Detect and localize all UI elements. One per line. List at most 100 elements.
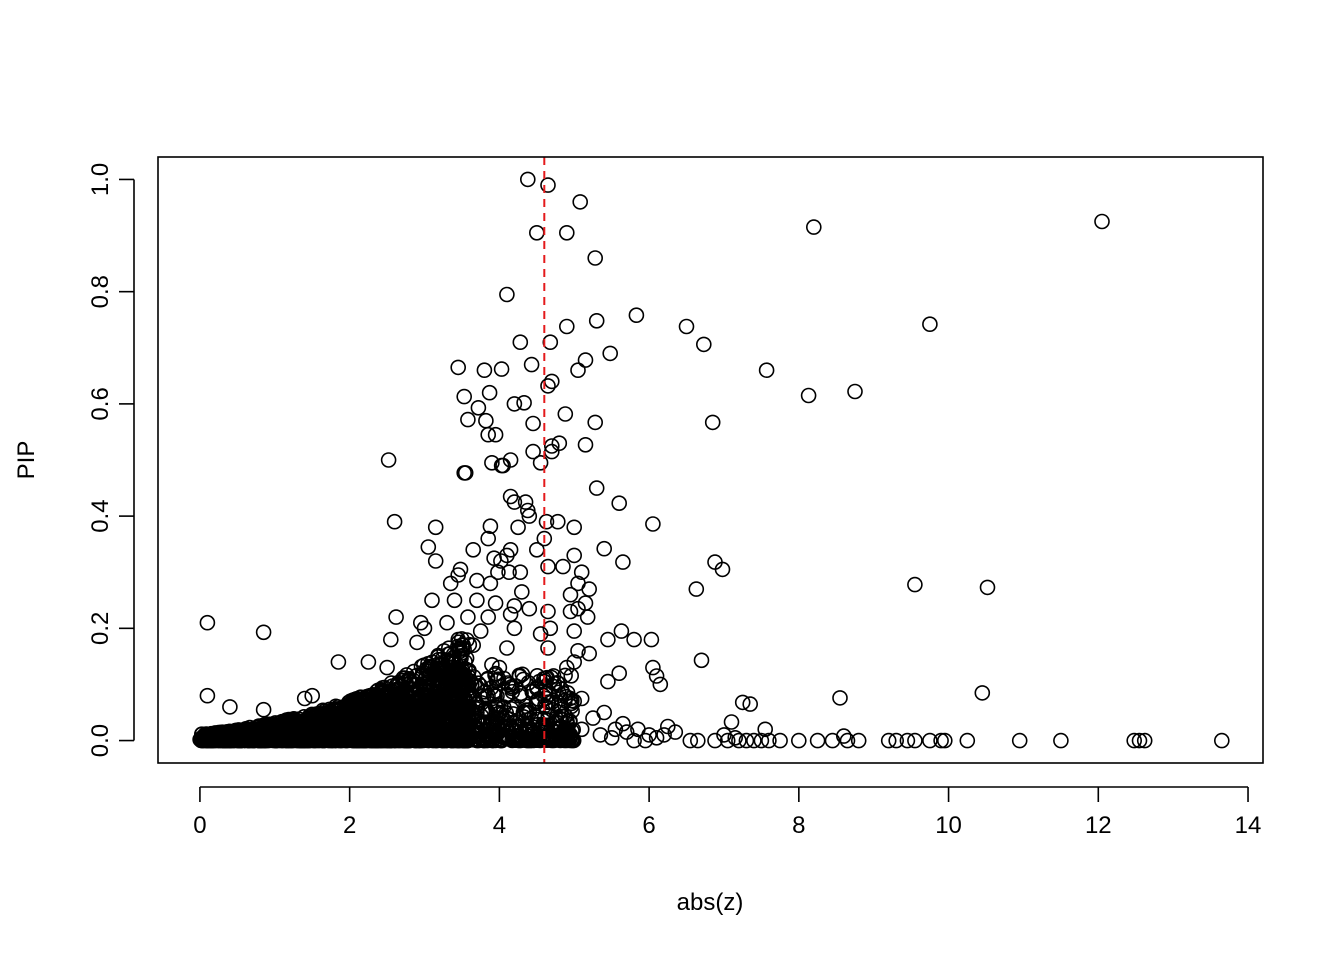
data-point xyxy=(562,690,578,707)
data-point xyxy=(460,411,476,428)
data-point xyxy=(643,631,660,648)
data-point xyxy=(607,721,624,738)
data-point xyxy=(397,726,414,742)
data-point xyxy=(360,654,377,670)
data-point xyxy=(304,687,321,704)
data-point xyxy=(388,609,404,625)
data-point xyxy=(532,626,549,642)
data-point xyxy=(538,513,555,530)
data-point xyxy=(506,699,523,715)
data-point xyxy=(499,675,516,691)
data-point xyxy=(693,652,710,669)
data-point xyxy=(540,603,556,620)
data-point xyxy=(476,362,493,379)
data-point xyxy=(487,699,504,715)
data-point xyxy=(536,530,553,547)
data-point xyxy=(602,345,619,362)
data-point xyxy=(482,730,499,747)
data-point xyxy=(512,334,529,351)
data-point xyxy=(596,704,613,721)
data-point xyxy=(543,438,560,454)
data-point xyxy=(615,554,631,570)
data-point xyxy=(251,729,268,746)
x-tick-label: 0 xyxy=(193,812,206,839)
data-point xyxy=(587,250,604,266)
data-point xyxy=(435,659,452,676)
data-point xyxy=(457,713,474,729)
x-tick-label: 8 xyxy=(792,812,805,839)
data-point xyxy=(450,631,467,648)
data-point xyxy=(558,723,574,740)
y-tick-label: 0.8 xyxy=(87,275,114,308)
data-point xyxy=(746,732,762,749)
data-point xyxy=(707,732,723,749)
data-point xyxy=(936,732,953,749)
data-point xyxy=(716,727,732,743)
data-point xyxy=(562,586,579,603)
data-point xyxy=(626,631,642,648)
data-point xyxy=(558,318,575,335)
data-point xyxy=(506,620,523,637)
data-point xyxy=(656,727,672,743)
data-point xyxy=(255,701,272,718)
data-point xyxy=(959,732,976,749)
data-point xyxy=(439,614,455,631)
x-tick-label: 10 xyxy=(935,812,962,839)
data-point xyxy=(412,730,428,746)
data-point xyxy=(409,634,425,651)
data-point xyxy=(566,519,583,536)
data-point xyxy=(618,724,635,740)
data-point xyxy=(531,673,548,690)
data-point xyxy=(588,480,605,496)
data-point xyxy=(429,714,446,731)
data-point xyxy=(502,606,519,623)
data-point xyxy=(512,564,529,581)
data-point xyxy=(349,700,365,716)
data-point xyxy=(438,689,455,706)
data-point xyxy=(540,177,556,193)
data-point xyxy=(482,518,499,535)
data-point xyxy=(652,676,669,693)
x-axis: 0 2 4 6 8 10 12 14 xyxy=(193,786,1261,839)
data-point xyxy=(480,530,497,547)
data-point xyxy=(546,675,563,692)
data-point xyxy=(493,553,509,569)
data-point xyxy=(1053,732,1069,749)
x-tick-label: 12 xyxy=(1085,812,1112,839)
data-point xyxy=(536,673,553,690)
data-point xyxy=(899,732,916,749)
data-point xyxy=(572,194,589,210)
data-point xyxy=(517,721,534,738)
data-point xyxy=(761,732,777,749)
data-point xyxy=(239,731,256,748)
data-point xyxy=(727,729,744,746)
data-point xyxy=(502,452,519,468)
data-point xyxy=(566,693,583,710)
x-tick-label: 4 xyxy=(493,812,506,839)
data-point xyxy=(478,412,494,429)
y-tick-label: 1.0 xyxy=(87,163,114,196)
data-point xyxy=(222,699,238,715)
data-point xyxy=(315,702,331,719)
data-point xyxy=(566,547,583,564)
data-point xyxy=(907,732,923,749)
data-point xyxy=(645,516,661,532)
data-point xyxy=(517,494,534,510)
data-point xyxy=(349,732,366,748)
data-point xyxy=(540,640,556,656)
data-point xyxy=(255,624,272,641)
data-point xyxy=(641,727,657,743)
data-point xyxy=(519,502,536,519)
data-point xyxy=(922,316,938,333)
data-point xyxy=(382,718,399,735)
data-point xyxy=(369,732,385,749)
data-point xyxy=(296,690,313,707)
data-point xyxy=(528,225,545,241)
data-point xyxy=(528,693,545,710)
data-point xyxy=(308,727,324,743)
data-point xyxy=(364,721,380,738)
data-point xyxy=(562,603,579,620)
data-point xyxy=(499,640,515,656)
data-point xyxy=(379,659,395,676)
